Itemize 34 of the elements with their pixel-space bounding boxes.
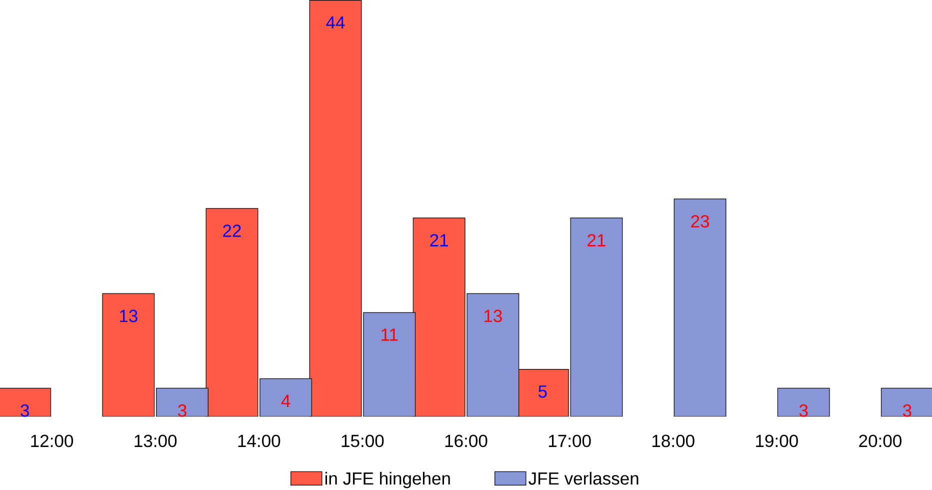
data-label: 21 bbox=[588, 234, 606, 246]
data-label: 11 bbox=[382, 328, 398, 341]
data-label: 3 bbox=[178, 404, 186, 417]
x-tick-label: 12:00 bbox=[31, 434, 74, 448]
x-tick-label: 18:00 bbox=[652, 434, 694, 448]
bar bbox=[777, 388, 830, 416]
legend-label: in JFE hingehen bbox=[325, 472, 450, 488]
data-label: 23 bbox=[691, 215, 710, 228]
x-tick-label: 15:00 bbox=[342, 434, 384, 448]
data-label: 13 bbox=[120, 310, 138, 322]
x-tick-label: 13:00 bbox=[134, 434, 177, 448]
bar bbox=[363, 312, 416, 416]
bar bbox=[0, 388, 52, 416]
x-tick-label: 14:00 bbox=[238, 434, 280, 448]
bar bbox=[880, 388, 932, 416]
x-tick-label: 16:00 bbox=[445, 434, 488, 448]
x-tick-label: 20:00 bbox=[859, 434, 902, 448]
data-label: 22 bbox=[223, 224, 241, 237]
bar bbox=[156, 388, 208, 416]
bar bbox=[674, 198, 726, 416]
data-label: 4 bbox=[281, 394, 290, 407]
legend-label: JFE verlassen bbox=[528, 472, 638, 485]
x-tick-label: 19:00 bbox=[756, 434, 798, 448]
data-label: 44 bbox=[326, 16, 345, 28]
bar bbox=[570, 217, 623, 416]
data-label: 13 bbox=[484, 310, 502, 322]
data-label: 3 bbox=[902, 404, 912, 417]
bar bbox=[260, 378, 312, 416]
bar bbox=[466, 293, 520, 416]
x-tick-label: 17:00 bbox=[548, 434, 591, 448]
data-label: 5 bbox=[538, 385, 547, 398]
data-label: 21 bbox=[430, 234, 448, 246]
data-label: 3 bbox=[20, 404, 29, 417]
data-label: 3 bbox=[799, 404, 808, 417]
